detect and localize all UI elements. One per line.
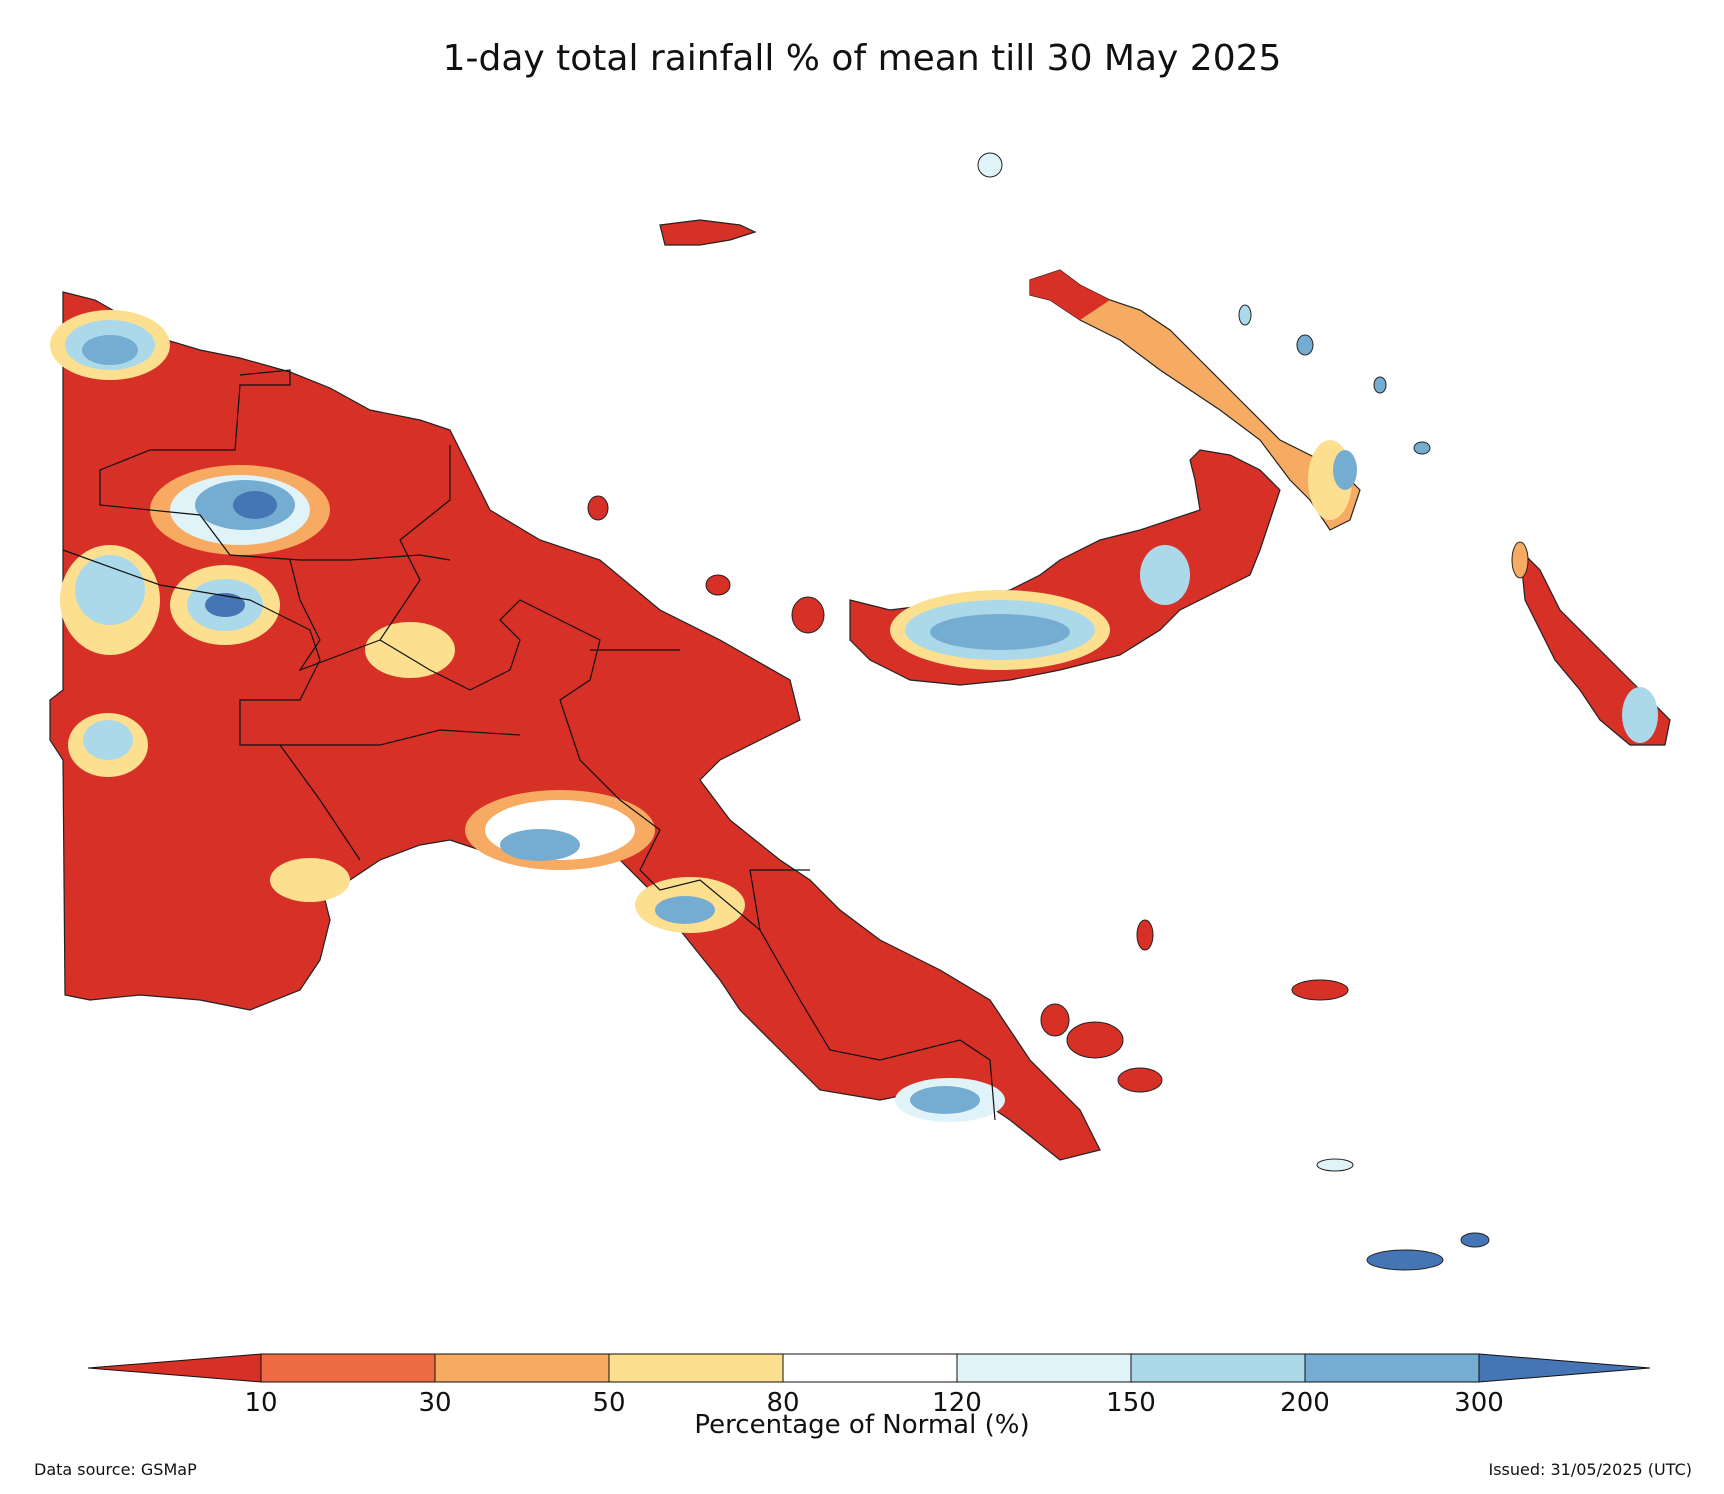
- bougainville: [1519, 548, 1671, 746]
- colorbar-tick-120: 120: [932, 1388, 982, 1418]
- island-umboi: [705, 574, 731, 596]
- map-title: 1-day total rainfall % of mean till 30 M…: [442, 38, 1282, 79]
- colorbar-tick-200: 200: [1280, 1388, 1330, 1418]
- patch-westsepik-core: [205, 593, 245, 617]
- border-5: [279, 744, 361, 861]
- new-britain: [849, 449, 1281, 686]
- island-fergusson: [1066, 1021, 1124, 1059]
- island-misima: [1316, 1158, 1354, 1172]
- patch-highlands: [365, 622, 455, 678]
- colorbar-bin-120-150: [956, 1353, 1132, 1383]
- patch-west-mid: [75, 555, 145, 625]
- patch-nw-inner: [82, 335, 138, 365]
- colorbar-bin-30-50: [434, 1353, 610, 1383]
- patch-bou-south: [1622, 687, 1658, 743]
- colorbar-bin-80-120: [782, 1353, 958, 1383]
- island-longi: [791, 596, 825, 634]
- island-rossel: [1460, 1232, 1490, 1248]
- colorbar-title: Percentage of Normal (%): [694, 1410, 1030, 1440]
- patch-southwest-inner: [83, 720, 133, 760]
- colorbar-low-extend: [87, 1353, 262, 1383]
- patch-sandaun-core: [233, 491, 277, 519]
- colorbar-bin-150-200: [1130, 1353, 1306, 1383]
- island-tabar: [1238, 304, 1252, 326]
- colorbar-tick-150: 150: [1106, 1388, 1156, 1418]
- mainland: [49, 291, 1101, 1161]
- patch-fly-coast: [270, 858, 350, 902]
- border-7: [759, 929, 996, 1121]
- border-1: [99, 369, 451, 561]
- patch-gulf-inner: [500, 829, 580, 861]
- mainland-landmass: [49, 291, 1101, 1161]
- data-source: Data source: GSMaP: [34, 1460, 197, 1479]
- island-normanby: [1117, 1067, 1163, 1093]
- colorbar: [87, 1353, 1651, 1383]
- island-nissan: [1373, 376, 1387, 394]
- island-karkar: [587, 495, 609, 521]
- small-islands: [587, 152, 1529, 1271]
- island-green: [1511, 541, 1529, 579]
- manus-island: [659, 219, 757, 246]
- issued-date: Issued: 31/05/2025 (UTC): [1488, 1460, 1692, 1479]
- island-duke: [1413, 441, 1431, 455]
- colorbar-bin-50-80: [608, 1353, 784, 1383]
- border-2: [62, 549, 521, 746]
- island-goodenough: [1040, 1003, 1070, 1037]
- island-trobriand: [1291, 979, 1349, 1001]
- colorbar-bin-10-30: [260, 1353, 436, 1383]
- province-borders: [62, 369, 996, 1121]
- patch-central-inner: [655, 896, 715, 924]
- new-ireland-west: [1030, 270, 1110, 320]
- island-lihir: [1296, 334, 1314, 356]
- patch-nb-inner: [930, 614, 1070, 650]
- colorbar-tick-80: 80: [766, 1388, 800, 1418]
- colorbar-bin-200-300: [1304, 1353, 1480, 1383]
- border-3: [379, 445, 810, 932]
- new-ireland-landmass: [1029, 269, 1361, 531]
- island-woodlark: [1136, 919, 1154, 951]
- new-ireland: [1029, 269, 1361, 531]
- rainfall-patches-mainland: [50, 310, 1005, 1122]
- colorbar-tick-30: 30: [418, 1388, 452, 1418]
- patch-ni-south-inner: [1333, 450, 1357, 490]
- colorbar-tick-50: 50: [592, 1388, 626, 1418]
- island-mussau: [977, 152, 1003, 178]
- patch-nb-east: [1140, 545, 1190, 605]
- border-4: [289, 559, 381, 672]
- patch-milnebay-inner: [910, 1086, 980, 1114]
- colorbar-tick-300: 300: [1454, 1388, 1504, 1418]
- colorbar-tick-10: 10: [244, 1388, 278, 1418]
- colorbar-high-extend: [1478, 1353, 1651, 1383]
- island-tagula: [1366, 1249, 1444, 1271]
